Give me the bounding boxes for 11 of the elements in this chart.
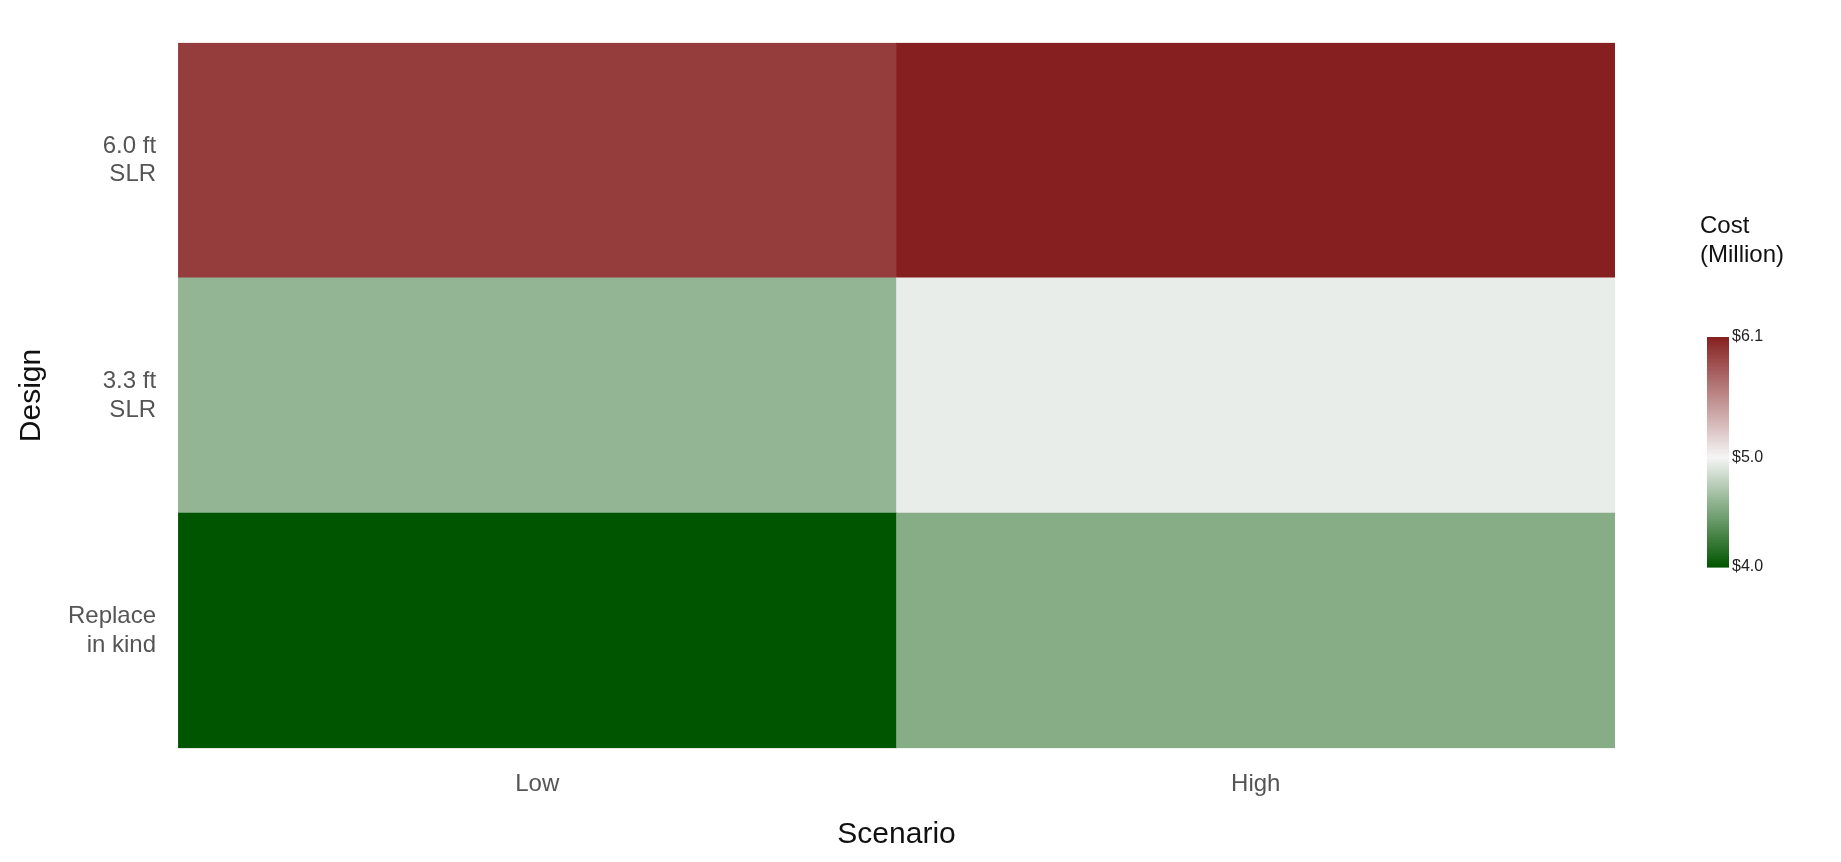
- y-tick-label: 3.3 ft SLR: [102, 365, 157, 422]
- y-tick-label: 6.0 ft SLR: [102, 130, 157, 187]
- x-tick-label: High: [1231, 769, 1281, 797]
- y-axis-title: Design: [13, 348, 47, 443]
- color-bar-label: $4.0: [1732, 557, 1764, 575]
- y-tick-label: Replace in kind: [67, 600, 157, 657]
- x-axis-title: Scenario: [837, 816, 956, 850]
- color-bar-label: $6.1: [1732, 327, 1764, 345]
- x-tick-label: Low: [515, 769, 560, 797]
- color-bar-label: $5.0: [1732, 447, 1764, 465]
- color-bar-title: Cost (Million): [1700, 211, 1784, 267]
